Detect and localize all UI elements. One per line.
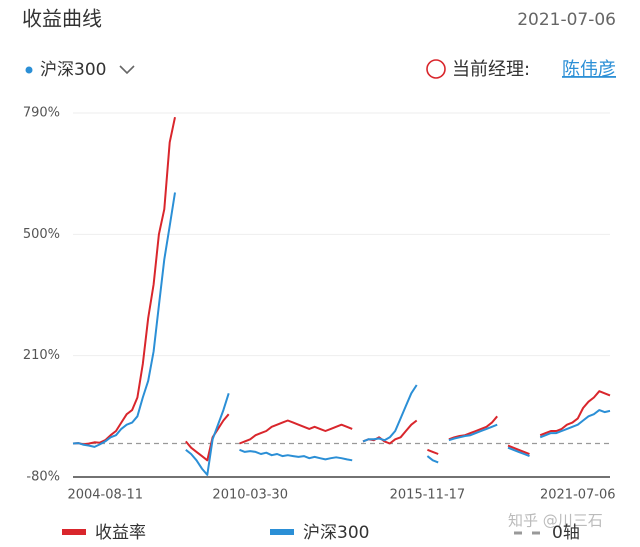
legend-label: 沪深300 [303, 523, 369, 543]
benchmark-selector[interactable]: 沪深300 [40, 60, 106, 80]
title: 收益曲线 [22, 7, 102, 31]
y-tick-label: 210% [23, 348, 60, 363]
selector-dot [25, 66, 33, 74]
legend-label: 0轴 [552, 523, 580, 543]
y-tick-label: -80% [26, 470, 60, 485]
manager-name[interactable]: 陈伟彦 [562, 59, 616, 80]
series-line [72, 116, 611, 462]
legend-label: 收益率 [95, 523, 146, 543]
manager-icon [426, 59, 446, 79]
watermark: 知乎 @川三石 [508, 512, 603, 530]
chevron[interactable] [119, 65, 135, 75]
x-tick-label: 2015-11-17 [390, 488, 466, 503]
x-tick-label: 2021-07-06 [540, 488, 616, 503]
x-tick-label: 2010-03-30 [212, 488, 288, 503]
y-tick-label: 790% [23, 106, 60, 121]
legend-swatch [62, 529, 86, 535]
y-tick-label: 500% [23, 227, 60, 242]
manager-label: 当前经理: [452, 59, 530, 80]
series-line [72, 192, 611, 476]
date: 2021-07-06 [517, 10, 616, 30]
x-tick-label: 2004-08-11 [67, 488, 143, 503]
legend-swatch [270, 529, 294, 535]
